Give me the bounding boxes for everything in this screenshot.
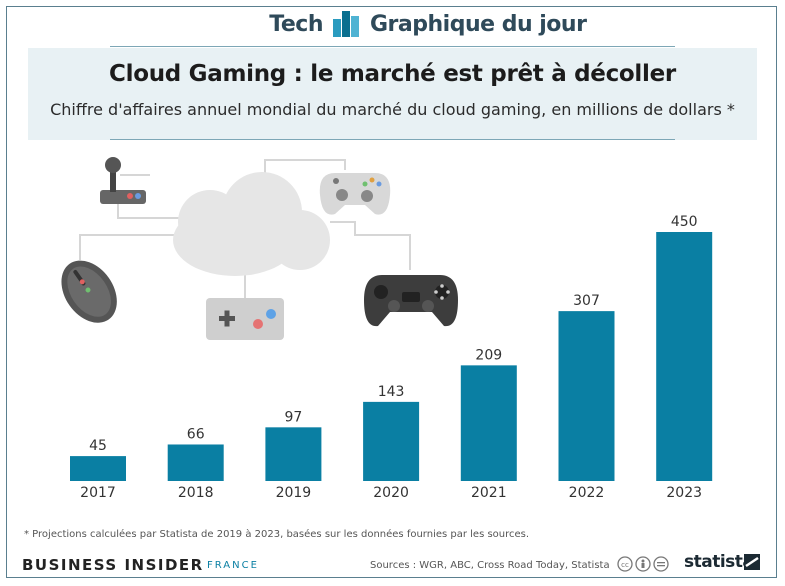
chart-subtitle: Chiffre d'affaires annuel mondial du mar… (50, 100, 735, 119)
creative-commons-icons: cc (617, 556, 669, 572)
joystick-icon (100, 157, 146, 204)
publisher-region: FRANCE (207, 560, 259, 571)
statista-brand: statista (684, 552, 754, 572)
x-tick-2022: 2022 (569, 485, 605, 501)
gamepad-white-icon (319, 173, 391, 215)
data-label-2023: 450 (671, 214, 698, 230)
x-tick-2019: 2019 (276, 485, 312, 501)
sources-text: Sources : WGR, ABC, Cross Road Today, St… (370, 560, 610, 571)
header-graphique-label: Graphique du jour (370, 12, 587, 37)
top-bar: Tech Graphique du jour (0, 0, 785, 50)
bar-2021 (460, 365, 517, 481)
bar-2019 (265, 427, 322, 481)
data-label-2020: 143 (378, 384, 405, 400)
bar-2018 (167, 444, 224, 481)
x-tick-2017: 2017 (80, 485, 116, 501)
footnote: * Projections calculées par Statista de … (24, 529, 530, 540)
data-label-2017: 45 (89, 438, 107, 454)
retro-controller-icon (206, 298, 284, 340)
data-label-2018: 66 (187, 426, 205, 442)
data-label-2019: 97 (284, 409, 302, 425)
title-band (28, 48, 757, 140)
publisher-name: BUSINESS INSIDER (22, 556, 204, 574)
bar-logo-icon (333, 11, 359, 37)
x-tick-2023: 2023 (666, 485, 702, 501)
header-tech-label: Tech (269, 12, 323, 37)
x-tick-2020: 2020 (373, 485, 409, 501)
gamepad-black-icon (364, 275, 458, 327)
x-tick-2018: 2018 (178, 485, 214, 501)
bar-2023 (656, 232, 713, 481)
bar-2017 (70, 456, 126, 481)
mouse-icon (61, 260, 117, 323)
statista-logo-icon (744, 554, 760, 570)
bottom-rule (110, 139, 675, 140)
bar-2020 (363, 401, 420, 481)
chart-frame (6, 6, 777, 578)
svg-text:cc: cc (621, 561, 629, 569)
cloud-icon (173, 172, 330, 276)
data-label-2022: 307 (573, 293, 600, 309)
bar-2022 (558, 311, 615, 481)
data-label-2021: 209 (475, 347, 502, 363)
top-rule (110, 46, 675, 47)
chart-title: Cloud Gaming : le marché est prêt à déco… (109, 61, 676, 87)
x-tick-2021: 2021 (471, 485, 507, 501)
